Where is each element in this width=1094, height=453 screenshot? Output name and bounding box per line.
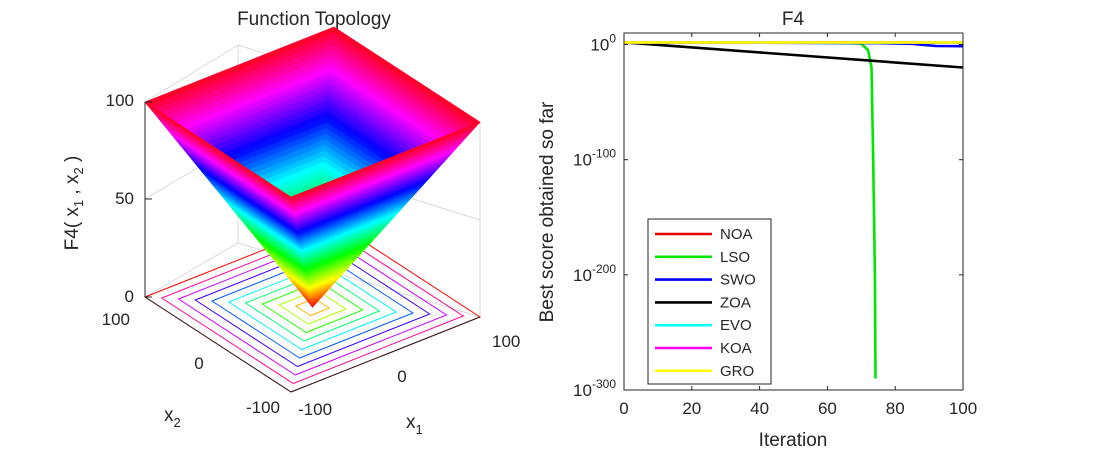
series-line-zoa xyxy=(624,41,963,69)
x-axis-label: Iteration xyxy=(759,430,828,451)
x-tick-label: 100 xyxy=(949,399,977,418)
x-tick-label: 60 xyxy=(818,399,837,418)
legend-label: ZOA xyxy=(720,294,751,311)
y-tick-labels: 100 10-100 10-200 10-300 xyxy=(573,32,616,400)
x-tick-label: 20 xyxy=(682,399,701,418)
z-axis-label: F4( x1 , x2 ) xyxy=(62,156,86,251)
z-tick-label: 100 xyxy=(106,91,134,110)
z-ticks xyxy=(145,101,152,298)
legend-label: NOA xyxy=(720,226,753,243)
z-tick-label: 0 xyxy=(125,287,134,306)
legend-label: LSO xyxy=(720,249,750,266)
legend: NOA LSO SWO ZOA EVO KOA GRO xyxy=(647,218,772,385)
y-tick-label: 100 xyxy=(102,310,130,329)
legend-label: SWO xyxy=(720,272,756,289)
x2-axis-label: x2 xyxy=(164,405,181,430)
y-tick-label: 10-300 xyxy=(573,377,616,400)
y-tick-label: 100 xyxy=(590,32,616,55)
x-tick-label: 100 xyxy=(492,332,520,351)
surface-mesh xyxy=(144,26,481,309)
surface-face xyxy=(290,121,481,200)
surface-title: Function Topology xyxy=(237,9,391,30)
z-tick-label: 50 xyxy=(115,189,134,208)
x-tick-label: 0 xyxy=(397,367,406,386)
x-tick-label: -100 xyxy=(298,400,332,419)
surface-plot: Function Topology 100 50 0 100 xyxy=(62,9,520,437)
convergence-lines xyxy=(624,41,963,379)
x-tick-label: 80 xyxy=(886,399,905,418)
legend-label: EVO xyxy=(720,317,752,334)
x-tick-label: 0 xyxy=(619,399,628,418)
y-tick-label: 10-200 xyxy=(573,262,616,285)
x1-axis-label: x1 xyxy=(406,412,423,437)
y-tick-label: -100 xyxy=(246,398,280,417)
y-tick-label: 0 xyxy=(194,354,203,373)
x-tick-labels: 0 20 40 60 80 100 xyxy=(619,399,977,418)
convergence-plot: F4 0 20 40 60 80 100 100 10-100 10-200 10-300 It… xyxy=(537,9,977,451)
y-tick-label: 10-100 xyxy=(573,147,616,170)
legend-label: GRO xyxy=(720,363,754,380)
plot-frame xyxy=(623,32,964,391)
legend-label: KOA xyxy=(720,340,752,357)
x-tick-label: 40 xyxy=(750,399,769,418)
y-axis-label: Best score obtained so far xyxy=(537,101,558,322)
convergence-title: F4 xyxy=(782,9,805,30)
